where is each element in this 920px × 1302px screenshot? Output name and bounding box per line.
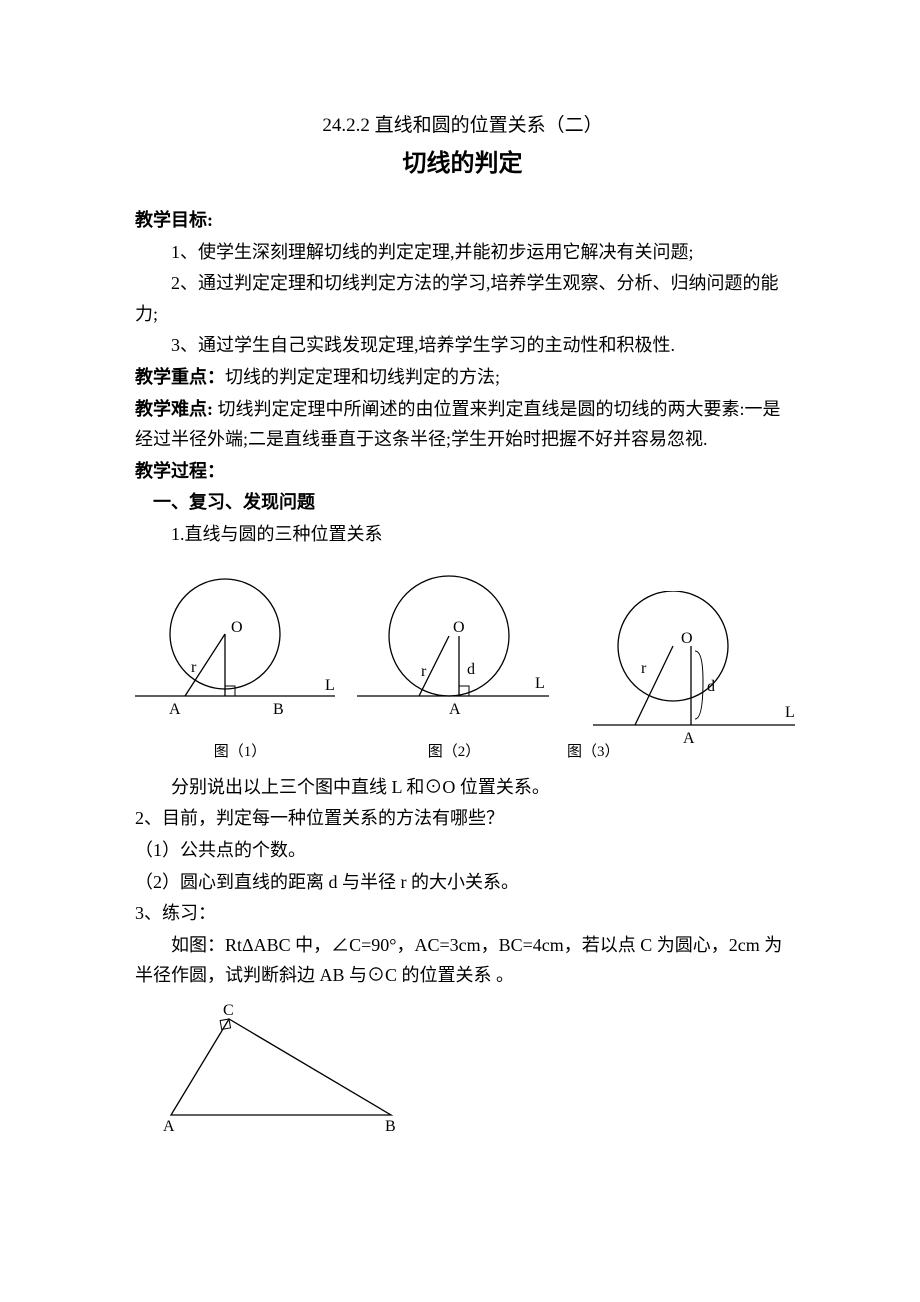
keypoint-label: 教学重点： (135, 367, 225, 387)
item-2-sub1: （1）公共点的个数。 (135, 835, 790, 866)
fig3-label-O: O (681, 630, 693, 647)
triangle-figure: C A B (153, 1003, 790, 1143)
page-title: 切线的判定 (135, 144, 790, 185)
figure-3-caption: 图（3） (567, 740, 620, 766)
item-3-body: 如图：RtΔABC 中，∠C=90°，AC=3cm，BC=4cm，若以点 C 为… (135, 930, 790, 991)
process-label: 教学过程： (135, 456, 790, 487)
goals-label-text: 教学目标: (135, 210, 213, 230)
fig1-label-L: L (325, 677, 335, 694)
fig1-label-r: r (191, 659, 197, 676)
figure-1-caption: 图（1） (135, 740, 345, 766)
figure-2-svg: O r d A L (349, 574, 559, 729)
fig1-label-B: B (273, 701, 284, 718)
item-2-sub2: （2）圆心到直线的距离 d 与半径 r 的大小关系。 (135, 867, 790, 898)
diagrams-row: O r A B L 图（1） O r d A L 图（2） 图（3） (135, 574, 790, 766)
difficulty-label: 教学难点: (135, 399, 213, 419)
triangle-label-C: C (223, 1003, 234, 1019)
chapter-number: 24.2.2 直线和圆的位置关系（二） (135, 110, 790, 142)
figure-2: O r d A L 图（2） (349, 574, 559, 766)
item-2-title: 2、目前，判定每一种位置关系的方法有哪些？ (135, 803, 790, 834)
keypoint-row: 教学重点：切线的判定定理和切线判定的方法; (135, 362, 790, 393)
keypoint-text: 切线的判定定理和切线判定的方法; (225, 367, 500, 387)
triangle-svg: C A B (153, 1003, 413, 1133)
fig1-label-A: A (169, 701, 181, 718)
fig3-label-d: d (707, 678, 715, 695)
fig1-label-O: O (231, 619, 243, 636)
goal-item-1: 1、使学生深刻理解切线的判定定理,并能初步运用它解决有关问题; (135, 237, 790, 268)
fig2-label-r: r (421, 663, 427, 680)
fig3-label-A: A (683, 730, 695, 747)
difficulty-row: 教学难点: 切线判定定理中所阐述的由位置来判定直线是圆的切线的两大要素:一是经过… (135, 394, 790, 455)
process-label-text: 教学过程： (135, 461, 225, 481)
fig2-label-O: O (453, 619, 465, 636)
fig2-label-d: d (467, 661, 475, 678)
figure-1: O r A B L 图（1） (135, 574, 345, 766)
triangle-label-A: A (163, 1118, 175, 1133)
fig3-label-L: L (785, 704, 795, 721)
figure-1-svg: O r A B L (135, 574, 345, 729)
figure-3-svg: O r d A L (563, 591, 803, 756)
figure-3: 图（3） O r d A L (563, 591, 803, 766)
after-diagrams-line1: 分别说出以上三个图中直线 L 和⊙O 位置关系。 (135, 772, 790, 803)
fig2-label-L: L (535, 675, 545, 692)
fig2-label-A: A (449, 701, 461, 718)
section-1-item-1: 1.直线与圆的三种位置关系 (135, 519, 790, 550)
item-3-title: 3、练习： (135, 898, 790, 929)
difficulty-text: 切线判定定理中所阐述的由位置来判定直线是圆的切线的两大要素:一是经过半径外端;二… (135, 399, 781, 450)
fig3-label-r: r (641, 660, 647, 677)
figure-2-caption: 图（2） (349, 740, 559, 766)
goal-item-3: 3、通过学生自己实践发现定理,培养学生学习的主动性和积极性. (135, 330, 790, 361)
goal-item-2: 2、通过判定定理和切线判定方法的学习,培养学生观察、分析、归纳问题的能力; (135, 268, 790, 329)
goals-label: 教学目标: (135, 205, 790, 236)
section-1-title: 一、复习、发现问题 (135, 487, 790, 518)
triangle-label-B: B (385, 1118, 396, 1133)
